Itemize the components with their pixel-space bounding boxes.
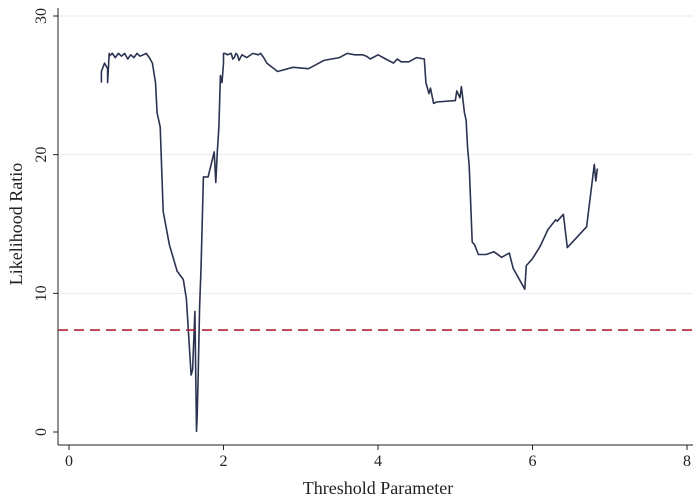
x-tick-label-4: 4	[374, 453, 382, 470]
y-tick-label-0: 0	[33, 428, 50, 436]
y-tick-label-20: 20	[33, 147, 50, 163]
y-axis-title: Likelihood Ratio	[6, 163, 26, 285]
axes	[57, 8, 693, 446]
y-tick-label-30: 30	[33, 8, 50, 24]
series-layer	[100, 52, 599, 433]
tick-labels: 0 10 20 30 0 2 4 6 8	[33, 8, 691, 470]
y-tick-label-10: 10	[33, 285, 50, 301]
x-tick-label-8: 8	[683, 453, 691, 470]
x-tick-label-2: 2	[220, 453, 228, 470]
series-line-0	[100, 52, 599, 433]
x-tick-label-6: 6	[529, 453, 537, 470]
gridlines	[58, 15, 693, 294]
x-tick-label-0: 0	[65, 453, 73, 470]
x-axis-title: Threshold Parameter	[303, 478, 453, 498]
